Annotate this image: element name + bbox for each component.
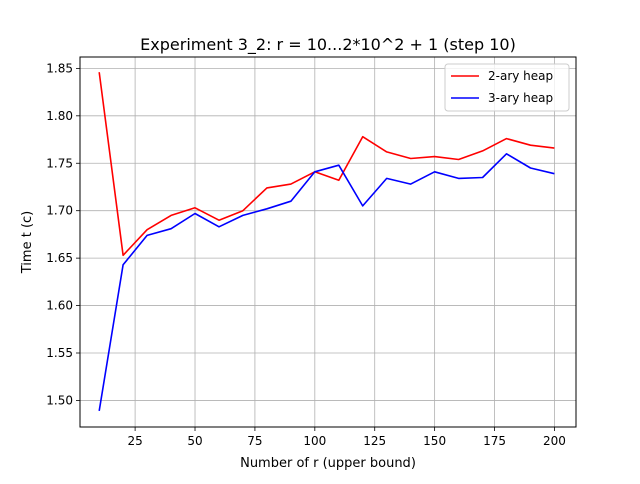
legend-label-2: 3-ary heap [488, 91, 553, 105]
legend: 2-ary heap 3-ary heap [444, 63, 570, 112]
x-tick-label: 25 [127, 434, 142, 448]
chart-title: Experiment 3_2: r = 10...2*10^2 + 1 (ste… [140, 35, 516, 55]
x-tick-label: 125 [363, 434, 386, 448]
grid-lines [80, 57, 576, 427]
x-tick-label: 150 [423, 434, 446, 448]
plot-frame [79, 56, 577, 428]
series-line-2 [98, 153, 555, 412]
y-tick-label: 1.60 [46, 299, 73, 313]
y-tick-label: 1.80 [46, 109, 73, 123]
x-tick-label: 50 [187, 434, 202, 448]
y-tick-label: 1.70 [46, 204, 73, 218]
x-axis-ticks: 25 50 75 100 125 150 175 200 [127, 427, 566, 448]
y-tick-label: 1.75 [46, 156, 73, 170]
legend-label-1: 2-ary heap [488, 69, 553, 83]
y-tick-label: 1.65 [46, 251, 73, 265]
y-axis-label: Time t (c) [20, 211, 35, 274]
x-tick-label: 100 [303, 434, 326, 448]
series-line-1 [98, 72, 555, 257]
x-axis-label: Number of r (upper bound) [240, 456, 416, 471]
y-tick-label: 1.50 [46, 393, 73, 407]
y-tick-label: 1.55 [46, 346, 73, 360]
y-axis-ticks: 1.50 1.55 1.60 1.65 1.70 1.75 1.80 1.85 [46, 61, 80, 407]
x-tick-label: 200 [543, 434, 566, 448]
y-tick-label: 1.85 [46, 61, 73, 75]
x-tick-label: 75 [247, 434, 262, 448]
x-tick-label: 175 [483, 434, 506, 448]
series-lines [98, 72, 555, 412]
